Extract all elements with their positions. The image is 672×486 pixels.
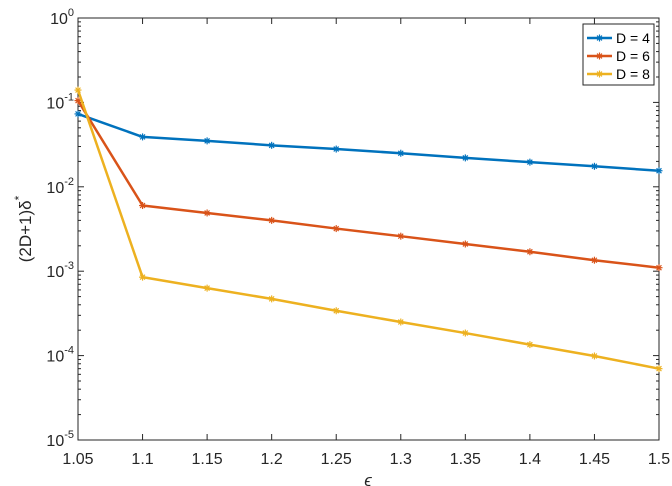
- data-point: [74, 110, 82, 118]
- data-point: [397, 232, 405, 240]
- legend-marker: [596, 70, 603, 78]
- x-tick-label: 1.1: [131, 451, 153, 468]
- series-layer: [74, 86, 663, 373]
- x-tick-label: 1.15: [192, 451, 223, 468]
- legend-label: D = 6: [616, 48, 650, 64]
- data-point: [139, 133, 147, 141]
- x-axis-label: ϵ: [364, 471, 372, 486]
- legend: D = 4 D = 6 D = 8: [582, 23, 655, 86]
- legend-label: D = 8: [616, 66, 650, 82]
- data-point: [203, 284, 211, 292]
- data-point: [268, 141, 276, 149]
- data-point: [461, 329, 469, 337]
- data-point: [397, 149, 405, 157]
- y-axis-label: (2D+1)δ*: [12, 195, 35, 262]
- legend-marker: [596, 34, 603, 42]
- data-point: [203, 209, 211, 217]
- data-point: [461, 154, 469, 162]
- x-tick-label: 1.5: [648, 451, 670, 468]
- series-line-2: [76, 99, 660, 269]
- data-point: [526, 158, 534, 166]
- svg-text:(2D+1)δ*: (2D+1)δ*: [12, 195, 35, 262]
- data-point: [526, 248, 534, 256]
- x-axis-ticks: 1.05 1.1 1.15 1.2 1.25 1.3 1.35 1.4 1.45 1.5: [62, 18, 670, 468]
- data-point: [655, 365, 663, 373]
- y-axis-ticks: 100 10-1 10-2 10-3 10-4 10-5: [46, 7, 659, 450]
- x-tick-label: 1.05: [62, 451, 93, 468]
- series-line-1: [77, 112, 660, 172]
- y-tick-label: 10-2: [46, 176, 74, 197]
- data-point: [203, 137, 211, 145]
- data-point: [139, 202, 147, 210]
- data-point: [590, 352, 598, 360]
- data-point: [74, 86, 82, 94]
- y-tick-label: 10-4: [46, 345, 74, 366]
- data-point: [139, 273, 147, 281]
- series-line-3: [76, 89, 660, 370]
- data-point: [397, 318, 405, 326]
- data-point: [526, 341, 534, 349]
- x-tick-label: 1.45: [579, 451, 610, 468]
- x-tick-label: 1.35: [450, 451, 481, 468]
- y-axis-label-superscript: *: [12, 195, 26, 200]
- y-axis-label-main: (2D+1)δ: [16, 200, 35, 262]
- x-tick-label: 1.2: [261, 451, 283, 468]
- legend-marker: [596, 52, 603, 60]
- y-tick-label: 100: [50, 7, 74, 28]
- y-tick-label: 10-3: [46, 260, 74, 281]
- y-tick-label: 10-5: [46, 429, 74, 450]
- data-point: [268, 295, 276, 303]
- y-tick-label: 10-1: [46, 91, 74, 112]
- data-point: [461, 240, 469, 248]
- x-tick-label: 1.4: [519, 451, 541, 468]
- data-point: [332, 225, 340, 233]
- x-tick-label: 1.3: [390, 451, 412, 468]
- data-point: [655, 264, 663, 272]
- data-point: [590, 162, 598, 170]
- plot-area: [77, 17, 660, 441]
- legend-label: D = 4: [616, 30, 650, 46]
- data-point: [268, 216, 276, 224]
- data-point: [590, 256, 598, 264]
- x-tick-label: 1.25: [321, 451, 352, 468]
- data-point: [332, 145, 340, 153]
- data-point: [655, 167, 663, 175]
- data-point: [332, 307, 340, 315]
